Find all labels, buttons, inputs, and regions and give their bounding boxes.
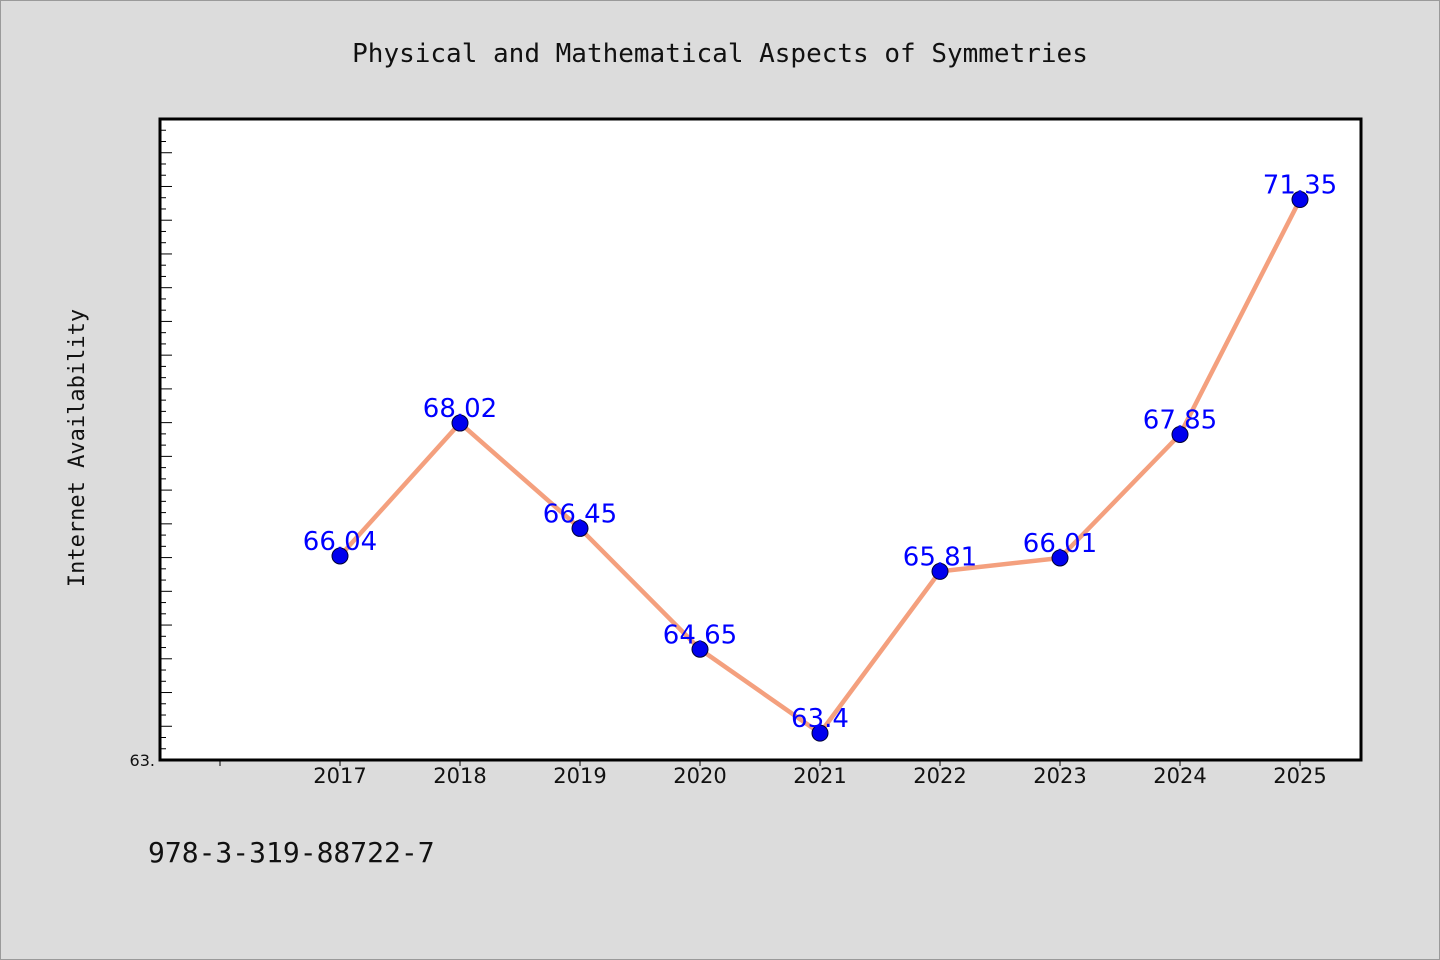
x-tick-label: 2019 [553, 764, 606, 788]
data-point [811, 724, 829, 742]
footnote-isbn: 978-3-319-88722-7 [148, 836, 435, 869]
data-label: 68.02 [423, 394, 497, 424]
data-label: 63.4 [791, 704, 849, 734]
data-point [931, 562, 949, 580]
data-point [1051, 549, 1069, 567]
chart-title: Physical and Mathematical Aspects of Sym… [352, 39, 1088, 69]
data-point [1291, 191, 1309, 209]
data-label: 66.04 [303, 527, 377, 557]
y-axis-ticks [160, 118, 172, 761]
x-tick-label: 2021 [793, 764, 846, 788]
x-tick-label: 2024 [1153, 764, 1206, 788]
x-tick-label: 2023 [1033, 764, 1086, 788]
data-label: 66.45 [543, 499, 617, 529]
data-point [571, 519, 589, 537]
data-points: 66.04 68.02 66.45 64.65 63.4 65.81 66.01 67.85 7… [303, 171, 1337, 742]
data-point [691, 640, 709, 658]
y-axis-min-label: 63. [130, 751, 155, 770]
x-tick-label: 2025 [1273, 764, 1326, 788]
x-tick-label: 2018 [433, 764, 486, 788]
x-tick-label: 2020 [673, 764, 726, 788]
x-axis-ticks [219, 760, 1301, 766]
plot-area [158, 117, 1363, 762]
data-label: 71.35 [1263, 171, 1337, 201]
data-point [1171, 425, 1189, 443]
data-label: 65.81 [903, 542, 977, 572]
x-tick-label: 2022 [913, 764, 966, 788]
data-point [331, 547, 349, 565]
data-label: 66.01 [1023, 529, 1097, 559]
data-point [451, 414, 469, 432]
y-axis-label: Internet Availability [65, 309, 90, 587]
data-label: 67.85 [1143, 405, 1217, 435]
x-tick-labels: 2017 2018 2019 2020 2021 2022 2023 2024 2025 [313, 764, 1326, 788]
data-label: 64.65 [663, 620, 737, 650]
x-tick-label: 2017 [313, 764, 366, 788]
